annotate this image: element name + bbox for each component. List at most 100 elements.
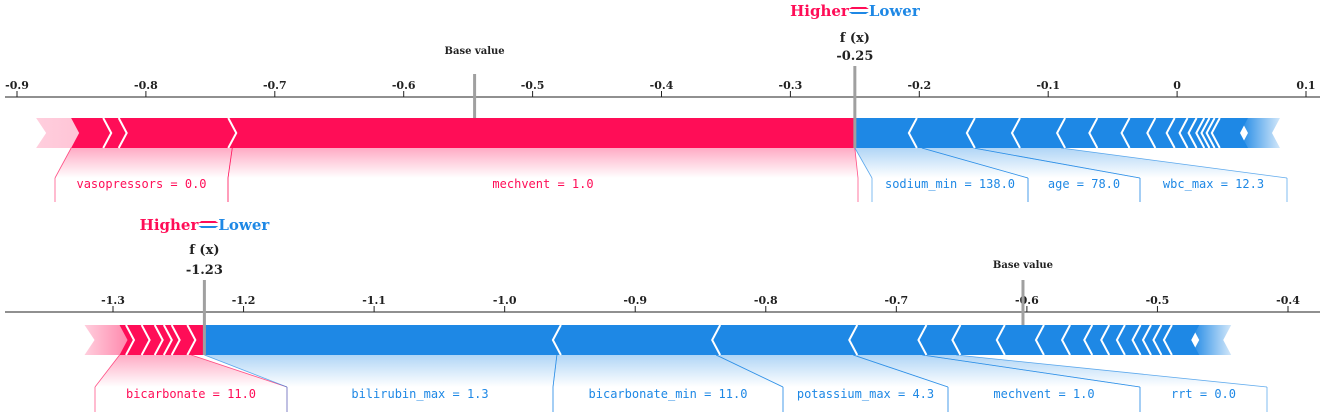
positive-chevron <box>227 117 238 149</box>
x-tick-label: -0.1 <box>1036 79 1060 92</box>
negative-chevron <box>1200 117 1211 149</box>
negative-chevron <box>1141 324 1152 356</box>
feature-shade <box>228 148 858 178</box>
x-tick-label: -0.6 <box>1015 294 1039 307</box>
negative-chevron <box>551 324 562 356</box>
feature-label: bilirubin_max = 1.3 <box>351 387 488 401</box>
feature-label: sodium_min = 138.0 <box>885 177 1015 191</box>
fx-value: -1.23 <box>186 263 223 278</box>
feature-shade <box>55 148 233 178</box>
fx-label: f (x) <box>840 31 870 46</box>
fx-label: f (x) <box>189 243 219 258</box>
negative-chevron <box>1146 117 1157 149</box>
feature-label: mechvent = 1.0 <box>993 387 1094 401</box>
feature-connector <box>94 354 120 388</box>
feature-shade <box>921 148 1140 178</box>
feature-connector <box>922 354 1141 388</box>
negative-bar <box>204 325 1200 355</box>
negative-chevron <box>711 324 722 356</box>
x-tick-label: -1.2 <box>232 294 256 307</box>
force-plot-2: -1.3 -1.2 -1.1 -1.0 -0.9 -0.8 -0.7 -0.6 -0.5 -0.4… <box>5 216 1320 412</box>
negative-chevron <box>995 324 1006 356</box>
base-value-label: Base value <box>993 260 1053 271</box>
legend-blue-arrow-icon <box>848 12 869 14</box>
legend: Higher Lower <box>790 2 921 20</box>
feature-shade <box>95 355 287 387</box>
feature-connector <box>191 354 288 388</box>
feature-shade <box>553 355 783 387</box>
negative-chevron <box>1195 117 1206 149</box>
feature-label: vasopressors = 0.0 <box>76 177 206 191</box>
feature-label: bicarbonate_min = 11.0 <box>589 387 748 401</box>
force-plot-1: -0.9 -0.8 -0.7 -0.6 -0.5 -0.4 -0.3 -0.2 -0.1 0 0.1… <box>5 2 1320 202</box>
x-tick-label: -0.4 <box>650 79 674 92</box>
negative-chevron <box>965 117 976 149</box>
positive-chevron <box>140 324 151 356</box>
negative-chevron <box>951 324 962 356</box>
x-tick-label: -0.7 <box>263 79 287 92</box>
feature-label: wbc_max = 12.3 <box>1163 177 1264 191</box>
negative-bar-fade <box>1239 118 1280 148</box>
negative-chevron <box>1162 324 1173 356</box>
positive-chevron <box>125 324 136 356</box>
feature-label: potassium_max = 4.3 <box>797 387 934 401</box>
x-tick-label: -0.4 <box>1276 294 1300 307</box>
negative-chevron <box>1060 324 1071 356</box>
legend: Higher Lower <box>140 216 271 234</box>
feature-label: mechvent = 1.0 <box>492 177 593 191</box>
x-tick-label: -0.2 <box>907 79 931 92</box>
x-tick-label: -0.8 <box>134 79 158 92</box>
negative-chevron <box>848 324 859 356</box>
feature-shade <box>854 148 1028 178</box>
legend-red-arrow-icon <box>198 221 219 223</box>
negative-chevron <box>1165 117 1176 149</box>
negative-chevron <box>1055 117 1066 149</box>
feature-connector <box>921 147 1029 179</box>
positive-bar <box>71 118 855 148</box>
negative-chevron <box>1115 324 1126 356</box>
positive-chevron <box>162 324 173 356</box>
negative-chevron <box>1120 117 1131 149</box>
legend-blue-arrow-icon <box>198 226 219 228</box>
legend-red-arrow-icon <box>848 7 869 9</box>
legend-lower: Lower <box>218 216 270 234</box>
x-tick-label: -0.8 <box>754 294 778 307</box>
x-tick-label: -0.5 <box>1146 294 1170 307</box>
negative-chevron <box>1088 117 1099 149</box>
feature-connector <box>956 354 1268 388</box>
feature-shade <box>922 355 1267 387</box>
positive-chevron <box>153 324 164 356</box>
base-value-label: Base value <box>445 46 505 57</box>
legend-higher: Higher <box>790 2 850 20</box>
x-tick-label: -0.9 <box>5 79 29 92</box>
negative-chevron <box>1152 324 1163 356</box>
positive-chevron <box>117 117 128 149</box>
negative-chevron <box>1205 117 1216 149</box>
negative-bar <box>854 118 1248 148</box>
feature-connector <box>54 147 72 179</box>
x-tick-label: -1.1 <box>362 294 386 307</box>
x-tick-label: -0.3 <box>779 79 803 92</box>
x-tick-label: -1.0 <box>493 294 517 307</box>
positive-chevron <box>170 324 181 356</box>
negative-chevron <box>1210 117 1221 149</box>
legend-lower: Lower <box>869 2 921 20</box>
feature-shade <box>204 355 557 387</box>
negative-bar-fade <box>1191 325 1232 355</box>
x-tick-label: -0.7 <box>884 294 908 307</box>
positive-chevron <box>102 117 113 149</box>
x-tick-label: 0.1 <box>1296 79 1315 92</box>
fx-value: -0.25 <box>836 49 873 64</box>
negative-chevron <box>1100 324 1111 356</box>
negative-chevron <box>917 324 928 356</box>
feature-connector <box>715 354 784 388</box>
feature-shade <box>716 355 948 387</box>
x-tick-label: -0.6 <box>392 79 416 92</box>
feature-connector <box>227 147 233 179</box>
negative-chevron <box>1178 117 1189 149</box>
x-tick-label: -0.9 <box>623 294 647 307</box>
legend-higher: Higher <box>140 216 200 234</box>
x-tick-label: -1.3 <box>101 294 125 307</box>
feature-connector <box>854 147 873 179</box>
